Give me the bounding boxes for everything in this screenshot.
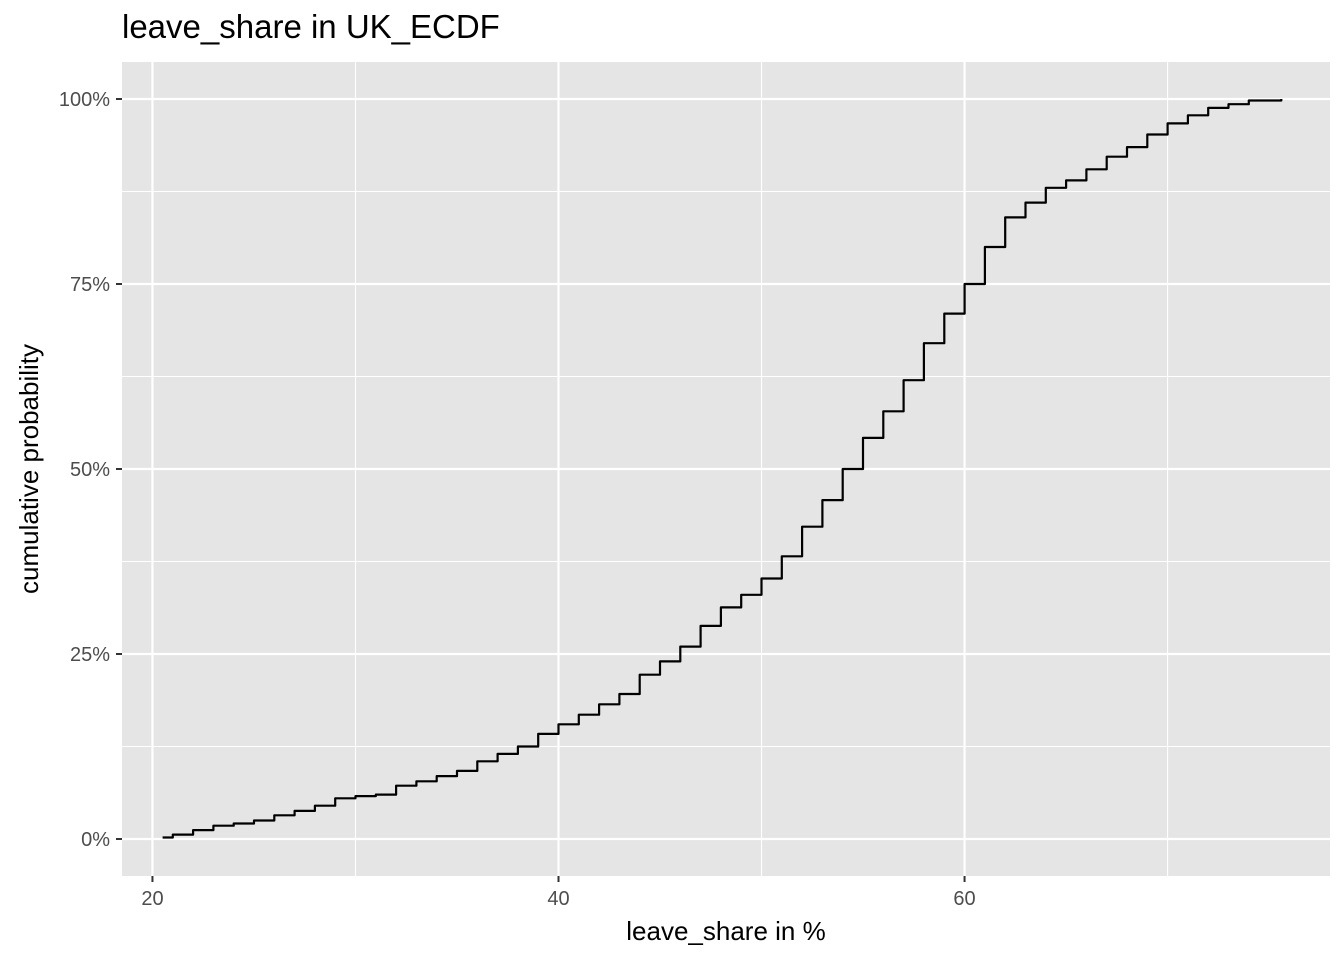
x-tick-label: 60 (953, 888, 975, 910)
y-tick-label: 25% (70, 644, 110, 666)
x-axis: 20 40 60 (141, 876, 976, 910)
major-gridlines (122, 62, 1330, 876)
y-axis: 0% 25% 50% 75% 100% (59, 89, 122, 851)
x-tick-label: 40 (547, 888, 569, 910)
x-axis-title: leave_share in % (626, 916, 825, 946)
ecdf-line (162, 99, 1283, 839)
y-axis-title: cumulative probability (14, 344, 44, 594)
y-tick-label: 100% (59, 89, 110, 111)
chart-title: leave_share in UK_ECDF (122, 8, 500, 45)
y-tick-label: 75% (70, 274, 110, 296)
series-layer (162, 99, 1283, 839)
y-tick-label: 0% (81, 829, 110, 851)
x-tick-label: 20 (141, 888, 163, 910)
y-tick-label: 50% (70, 459, 110, 481)
